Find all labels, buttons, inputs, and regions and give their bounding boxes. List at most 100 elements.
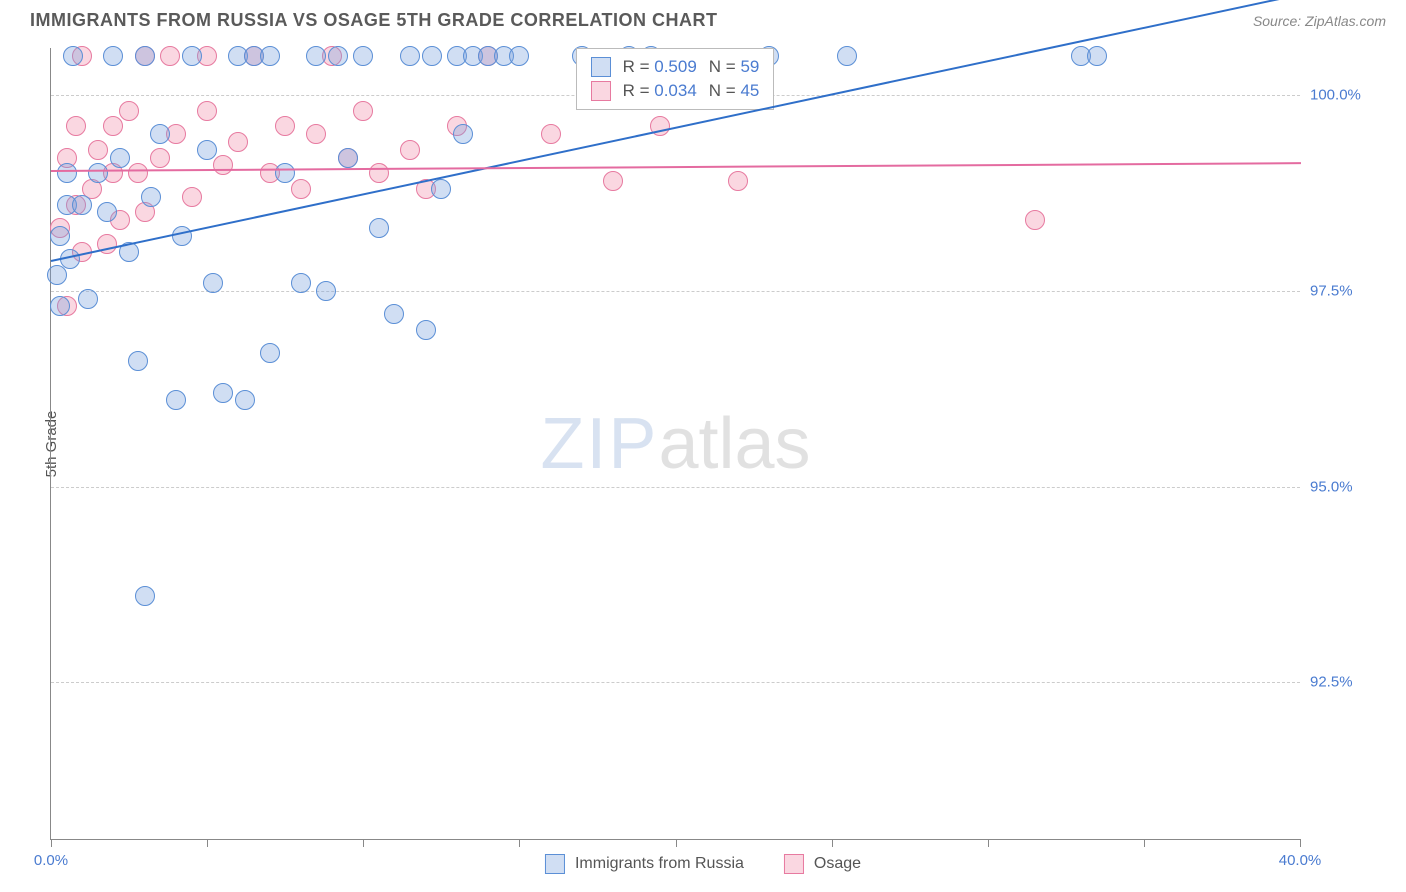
stats-r-label: R = 0.034: [623, 81, 697, 101]
scatter-point-blue: [110, 148, 130, 168]
x-tick: [832, 839, 833, 847]
legend-item-pink: Osage: [784, 854, 861, 874]
legend-label-pink: Osage: [814, 855, 861, 873]
stats-n-value: 45: [740, 81, 759, 100]
legend-item-blue: Immigrants from Russia: [545, 854, 744, 874]
scatter-point-pink: [353, 101, 373, 121]
scatter-point-pink: [182, 187, 202, 207]
scatter-point-blue: [328, 46, 348, 66]
scatter-point-blue: [150, 124, 170, 144]
scatter-point-blue: [291, 273, 311, 293]
scatter-point-blue: [275, 163, 295, 183]
scatter-point-blue: [453, 124, 473, 144]
y-tick-label: 100.0%: [1310, 86, 1380, 103]
chart-title: IMMIGRANTS FROM RUSSIA VS OSAGE 5TH GRAD…: [30, 10, 718, 31]
scatter-point-pink: [213, 155, 233, 175]
scatter-point-blue: [431, 179, 451, 199]
scatter-point-blue: [78, 289, 98, 309]
source-attribution: Source: ZipAtlas.com: [1253, 13, 1386, 29]
chart-container: 5th Grade ZIPatlas 92.5%95.0%97.5%100.0%…: [50, 48, 1390, 840]
scatter-point-pink: [119, 101, 139, 121]
scatter-point-blue: [400, 46, 420, 66]
stats-box: R = 0.509 N = 59R = 0.034N = 45: [576, 48, 775, 110]
scatter-point-blue: [141, 187, 161, 207]
scatter-point-blue: [135, 46, 155, 66]
stats-n-label: N = 59: [709, 57, 760, 77]
x-tick: [988, 839, 989, 847]
trend-line-blue: [51, 0, 1301, 262]
legend-swatch-blue: [545, 854, 565, 874]
legend-label-blue: Immigrants from Russia: [575, 855, 744, 873]
scatter-point-pink: [275, 116, 295, 136]
scatter-point-blue: [509, 46, 529, 66]
scatter-point-blue: [416, 320, 436, 340]
stats-swatch-pink: [591, 81, 611, 101]
scatter-point-blue: [197, 140, 217, 160]
scatter-point-blue: [182, 46, 202, 66]
watermark: ZIPatlas: [540, 403, 810, 485]
scatter-point-pink: [228, 132, 248, 152]
watermark-atlas: atlas: [658, 404, 810, 484]
scatter-point-pink: [103, 116, 123, 136]
scatter-point-blue: [235, 390, 255, 410]
stats-r-label: R = 0.509: [623, 57, 697, 77]
scatter-point-blue: [384, 304, 404, 324]
scatter-point-blue: [50, 296, 70, 316]
gridline: [51, 487, 1300, 488]
scatter-point-blue: [422, 46, 442, 66]
scatter-point-blue: [166, 390, 186, 410]
y-tick-label: 95.0%: [1310, 478, 1380, 495]
stats-r-value: 0.034: [654, 81, 697, 100]
scatter-point-pink: [291, 179, 311, 199]
scatter-point-pink: [150, 148, 170, 168]
x-tick: [1300, 839, 1301, 847]
scatter-point-blue: [1087, 46, 1107, 66]
scatter-point-pink: [197, 101, 217, 121]
scatter-point-pink: [66, 116, 86, 136]
scatter-point-blue: [72, 195, 92, 215]
x-tick: [51, 839, 52, 847]
scatter-point-blue: [172, 226, 192, 246]
scatter-point-blue: [203, 273, 223, 293]
scatter-point-blue: [97, 202, 117, 222]
x-tick: [363, 839, 364, 847]
watermark-zip: ZIP: [540, 404, 658, 484]
source-prefix: Source:: [1253, 13, 1305, 29]
x-tick: [207, 839, 208, 847]
plot-area: ZIPatlas 92.5%95.0%97.5%100.0%0.0%40.0%R…: [50, 48, 1300, 840]
scatter-point-blue: [260, 46, 280, 66]
scatter-point-blue: [837, 46, 857, 66]
legend-swatch-pink: [784, 854, 804, 874]
scatter-point-pink: [400, 140, 420, 160]
x-tick-label: 40.0%: [1279, 852, 1322, 869]
bottom-legend: Immigrants from Russia Osage: [545, 854, 861, 874]
scatter-point-pink: [603, 171, 623, 191]
x-tick-label: 0.0%: [34, 852, 68, 869]
scatter-point-pink: [128, 163, 148, 183]
stats-row-pink: R = 0.034N = 45: [591, 79, 760, 103]
x-tick: [1144, 839, 1145, 847]
chart-header: IMMIGRANTS FROM RUSSIA VS OSAGE 5TH GRAD…: [0, 0, 1406, 39]
stats-row-blue: R = 0.509 N = 59: [591, 55, 760, 79]
scatter-point-pink: [541, 124, 561, 144]
source-name: ZipAtlas.com: [1305, 13, 1386, 29]
scatter-point-blue: [316, 281, 336, 301]
scatter-point-blue: [63, 46, 83, 66]
stats-r-value: 0.509: [654, 57, 697, 76]
scatter-point-blue: [103, 46, 123, 66]
gridline: [51, 291, 1300, 292]
y-tick-label: 92.5%: [1310, 674, 1380, 691]
scatter-point-pink: [369, 163, 389, 183]
scatter-point-blue: [57, 163, 77, 183]
scatter-point-blue: [260, 343, 280, 363]
scatter-point-blue: [128, 351, 148, 371]
scatter-point-blue: [369, 218, 389, 238]
scatter-point-blue: [50, 226, 70, 246]
stats-n-value: 59: [740, 57, 759, 76]
scatter-point-pink: [728, 171, 748, 191]
scatter-point-blue: [338, 148, 358, 168]
stats-swatch-blue: [591, 57, 611, 77]
x-tick: [519, 839, 520, 847]
y-tick-label: 97.5%: [1310, 282, 1380, 299]
x-tick: [676, 839, 677, 847]
